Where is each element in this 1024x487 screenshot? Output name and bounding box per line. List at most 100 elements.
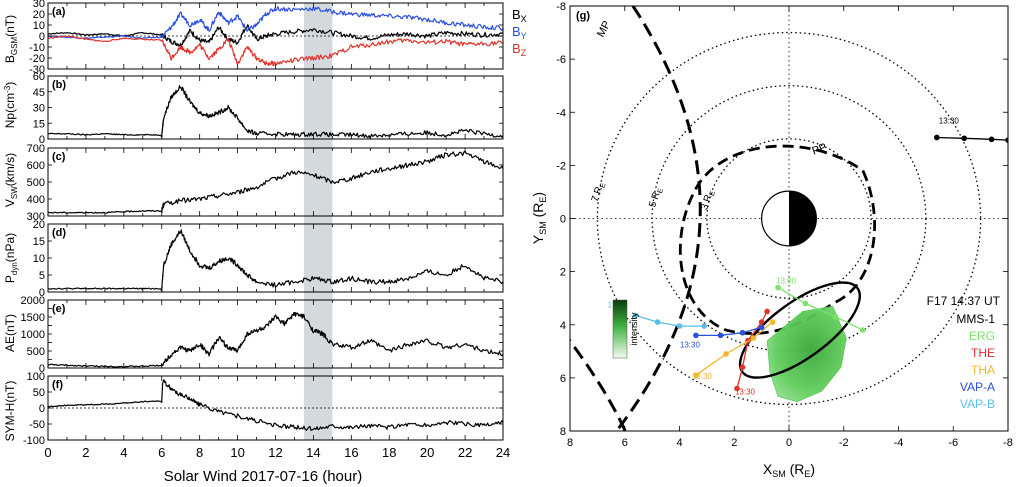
y-tick-label: 0 [39, 403, 45, 415]
trajectory-point [739, 329, 746, 336]
y-tick-label: 400 [27, 194, 45, 206]
solar-wind-panels: -30-20-100102030(a)015304560(b)300400500… [21, 0, 511, 460]
x-tick-label: 8 [196, 445, 203, 460]
trajectory-point [758, 324, 765, 331]
trajectory-point [693, 372, 699, 379]
circle-label-3re: 3 RE [699, 189, 717, 212]
trajectory-time-label: 13:00 [776, 277, 797, 286]
mp-label: MP [595, 19, 613, 39]
x-tick-label: 20 [420, 445, 434, 460]
xlabel-left: Solar Wind 2017-07-16 (hour) [164, 468, 362, 485]
circle-label-7re: 7 RE [590, 181, 608, 204]
colorbar-label: intensity [629, 312, 639, 346]
panel-d: 0 5 10 15 20 (d) [33, 219, 504, 299]
trajectory-point [1005, 137, 1008, 143]
series-p-dyn [47, 229, 504, 292]
trajectory-point [934, 134, 940, 141]
legend-title: F17 14:37 UT [927, 294, 1001, 308]
circle-label-5re: 5 RE [647, 186, 665, 209]
x-tick-label: 0 [786, 437, 792, 449]
trajectory-mms-1: 13:30 [934, 116, 1008, 143]
x-tick-label: -8 [1003, 437, 1013, 449]
ylabel-ae: AE(nT) [3, 314, 17, 352]
emission-ellipse [738, 281, 862, 379]
x-tick-label: 24 [496, 445, 510, 460]
trajectory-point [632, 312, 639, 319]
trajectory-point [750, 335, 757, 341]
legend-entry-vap-a: VAP-A [960, 380, 995, 394]
trajectory-point [676, 323, 683, 329]
y-tick-label: 2 [560, 267, 566, 279]
ylabel-symh: SYM-H(nT) [3, 381, 17, 442]
x-tick-label: 16 [344, 445, 358, 460]
x-tick-label: 6 [158, 445, 165, 460]
x-tick-label: 14 [306, 445, 320, 460]
y-tick-label: 0 [39, 31, 45, 43]
y-tick-label: 10 [33, 20, 45, 32]
legend-entry-mms-1: MMS-1 [956, 312, 995, 326]
x-tick-label: -6 [948, 437, 958, 449]
y-tick-label: 700 [27, 143, 45, 155]
panel-letter: (g) [576, 10, 590, 22]
x-tick-label: 12 [268, 445, 282, 460]
x-tick-label: -2 [839, 437, 849, 449]
panel-letter: (b) [52, 79, 66, 91]
trajectory-line [777, 287, 864, 331]
ylabel-np: Np(cm-3) [3, 82, 17, 128]
y-tick-label: 45 [33, 87, 45, 99]
panel-letter: (e) [52, 303, 66, 315]
y-tick-label: 15 [33, 118, 45, 130]
y-tick-label: 0 [560, 214, 566, 226]
trajectory-erg: 13:00 [775, 277, 866, 333]
y-tick-label: -100 [23, 435, 45, 447]
y-tick-label: 6 [560, 373, 566, 385]
trajectory-line [695, 321, 774, 376]
y-tick-label: 300 [27, 211, 45, 223]
y-tick-label: 500 [27, 177, 45, 189]
trajectory-point [701, 323, 707, 329]
panel-letter: (f) [52, 379, 63, 391]
y-tick-label: 1000 [21, 329, 45, 341]
aurora-intensity-patch [766, 305, 847, 403]
magnetopause-lower [570, 338, 627, 431]
trajectory-point [988, 136, 995, 143]
trajectory-line [635, 314, 705, 327]
panel-letter: (d) [52, 227, 66, 239]
series-b-x [47, 24, 504, 47]
legend: F17 14:37 UT MMS-1 ERG THE THA VAP-A VAP-B [927, 294, 1001, 411]
trajectory-tha: 13:30 [692, 319, 776, 381]
series-v-sw [47, 150, 504, 214]
panel-f: -100 -50 0 50 100 (f) [23, 371, 504, 447]
y-tick-label: 2000 [21, 295, 45, 307]
trajectory-line [936, 136, 1008, 141]
trajectory-time-label: 13:30 [680, 340, 701, 349]
panel-letter: (a) [52, 6, 66, 18]
ylabel-bgsm: BGSM(nT) [3, 15, 19, 63]
series-np [47, 85, 504, 139]
x-tick-label: 2 [731, 437, 737, 449]
y-tick-label: -4 [556, 107, 566, 119]
legend-entry-the: THE [971, 346, 995, 360]
circle-3re [706, 138, 872, 299]
y-tick-label: 60 [33, 71, 45, 83]
legend-entry-vap-b: VAP-B [960, 397, 995, 411]
pp-label: PP [811, 141, 829, 157]
x-tick-label: 0 [44, 445, 51, 460]
y-tick-label: -50 [29, 419, 45, 431]
series-b-y [47, 6, 504, 40]
trajectory-point [758, 319, 765, 325]
series-ae [47, 311, 504, 368]
panel-frame [47, 75, 504, 140]
series-b-z [47, 35, 504, 67]
x-tick-label: 2 [82, 445, 89, 460]
y-tick-label: -6 [556, 54, 566, 66]
panel-e: 0 500 1000 1500 2000 (e) [21, 295, 504, 375]
y-tick-label: 100 [27, 371, 45, 383]
y-tick-label: 20 [33, 9, 45, 21]
trajectory-time-label: 13:30 [692, 372, 713, 381]
y-tick-label: -20 [29, 53, 45, 65]
x-tick-label: -4 [894, 437, 904, 449]
xlabel-right: XSM (RE) [763, 461, 815, 479]
